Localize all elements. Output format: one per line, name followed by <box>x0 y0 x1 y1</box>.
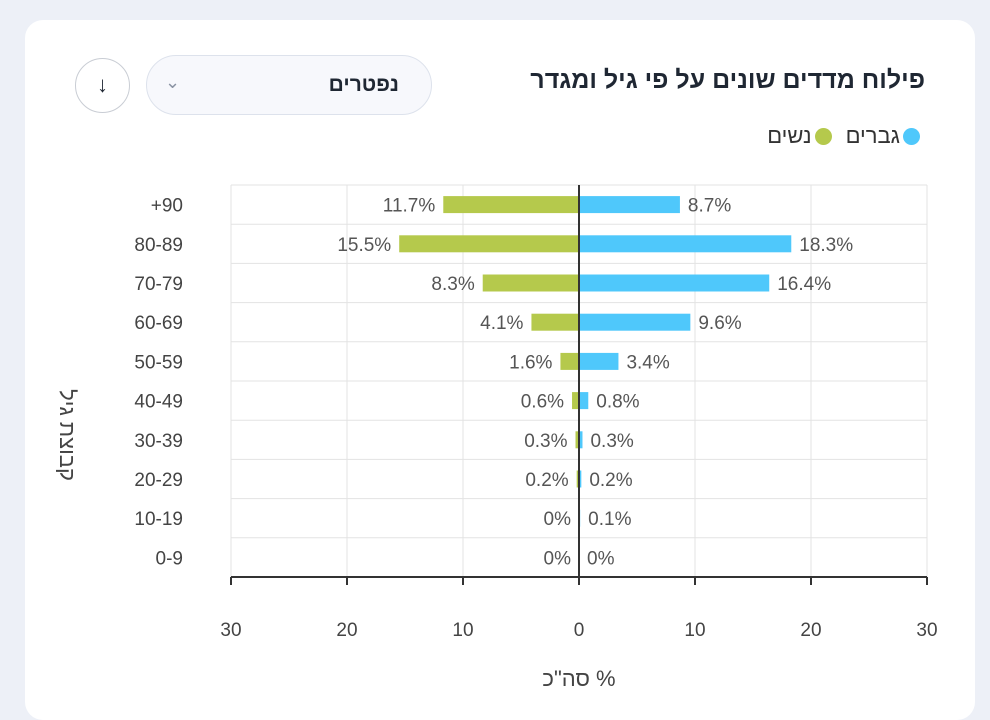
data-label-men: 0% <box>587 548 615 569</box>
data-label-men: 18.3% <box>799 235 853 256</box>
bar-women <box>482 274 579 292</box>
bar-men <box>579 235 792 253</box>
data-label-men: 3.4% <box>626 352 669 373</box>
data-label-women: 15.5% <box>337 235 391 256</box>
bar-men <box>579 196 680 214</box>
data-label-women: 0% <box>544 548 572 569</box>
data-label-women: 0% <box>544 509 572 530</box>
x-tick-label: 20 <box>336 620 357 641</box>
page-title: פילוח מדדים שונים על פי גיל ומגדר <box>530 66 925 94</box>
legend: גברים נשים <box>767 123 920 149</box>
bar-women <box>576 470 579 488</box>
data-label-men: 16.4% <box>777 274 831 295</box>
bar-men <box>579 470 582 488</box>
y-tick-label: 60-69 <box>134 313 183 334</box>
chevron-down-icon: ⌄ <box>165 72 181 92</box>
bar-women <box>575 431 579 449</box>
data-label-women: 11.7% <box>383 196 436 217</box>
data-label-men: 0.8% <box>596 392 639 413</box>
x-tick-label: 10 <box>684 620 705 641</box>
bar-men <box>579 313 691 331</box>
bar-men <box>579 274 770 292</box>
y-tick-label: 70-79 <box>134 274 183 295</box>
y-tick-label: 20-29 <box>134 470 183 491</box>
y-tick-label: 80-89 <box>134 235 183 256</box>
bar-men <box>579 352 619 370</box>
legend-label-women: נשים <box>767 123 812 148</box>
x-tick-label: 30 <box>916 620 937 641</box>
y-tick-label: 50-59 <box>134 352 183 373</box>
data-label-men: 0.3% <box>590 431 633 452</box>
y-tick-label: 0-9 <box>156 548 183 569</box>
arrow-down-icon: ↓ <box>97 72 108 97</box>
data-label-women: 0.6% <box>521 392 564 413</box>
x-tick-label: 30 <box>220 620 241 641</box>
legend-dot-women <box>814 127 832 145</box>
bar-women <box>560 352 579 370</box>
data-label-women: 0.2% <box>525 470 568 491</box>
legend-item-women[interactable]: נשים <box>767 123 832 149</box>
data-label-men: 0.2% <box>589 470 632 491</box>
bar-women <box>531 313 579 331</box>
metric-select[interactable]: נפטרים ⌄ <box>146 55 432 115</box>
y-tick-label: 10-19 <box>134 509 183 530</box>
bar-women <box>443 196 579 214</box>
y-tick-label: 30-39 <box>134 431 183 452</box>
data-label-men: 8.7% <box>688 196 731 217</box>
y-tick-label: +90 <box>151 196 183 217</box>
legend-dot-men <box>903 127 920 145</box>
legend-label-men: גברים <box>845 123 900 148</box>
x-tick-label: 0 <box>574 620 585 641</box>
x-tick-label: 10 <box>452 620 473 641</box>
y-tick-label: 40-49 <box>134 392 183 413</box>
bar-men <box>579 431 583 449</box>
x-tick-label: 20 <box>800 620 821 641</box>
x-axis-title: % סה"כ <box>542 666 615 691</box>
data-label-women: 8.3% <box>431 274 474 295</box>
data-label-women: 4.1% <box>480 313 523 334</box>
data-label-women: 0.3% <box>524 431 567 452</box>
y-axis-title: קבוצת גיל <box>55 389 80 481</box>
legend-item-men[interactable]: גברים <box>846 123 920 149</box>
data-label-women: 1.6% <box>509 352 552 373</box>
data-label-men: 9.6% <box>698 313 741 334</box>
data-label-men: 0.1% <box>588 509 631 530</box>
download-button[interactable]: ↓ <box>75 58 130 113</box>
bar-women <box>399 235 579 253</box>
metric-select-value: נפטרים <box>328 73 399 96</box>
bar-men <box>579 392 589 410</box>
bar-women <box>572 392 579 410</box>
